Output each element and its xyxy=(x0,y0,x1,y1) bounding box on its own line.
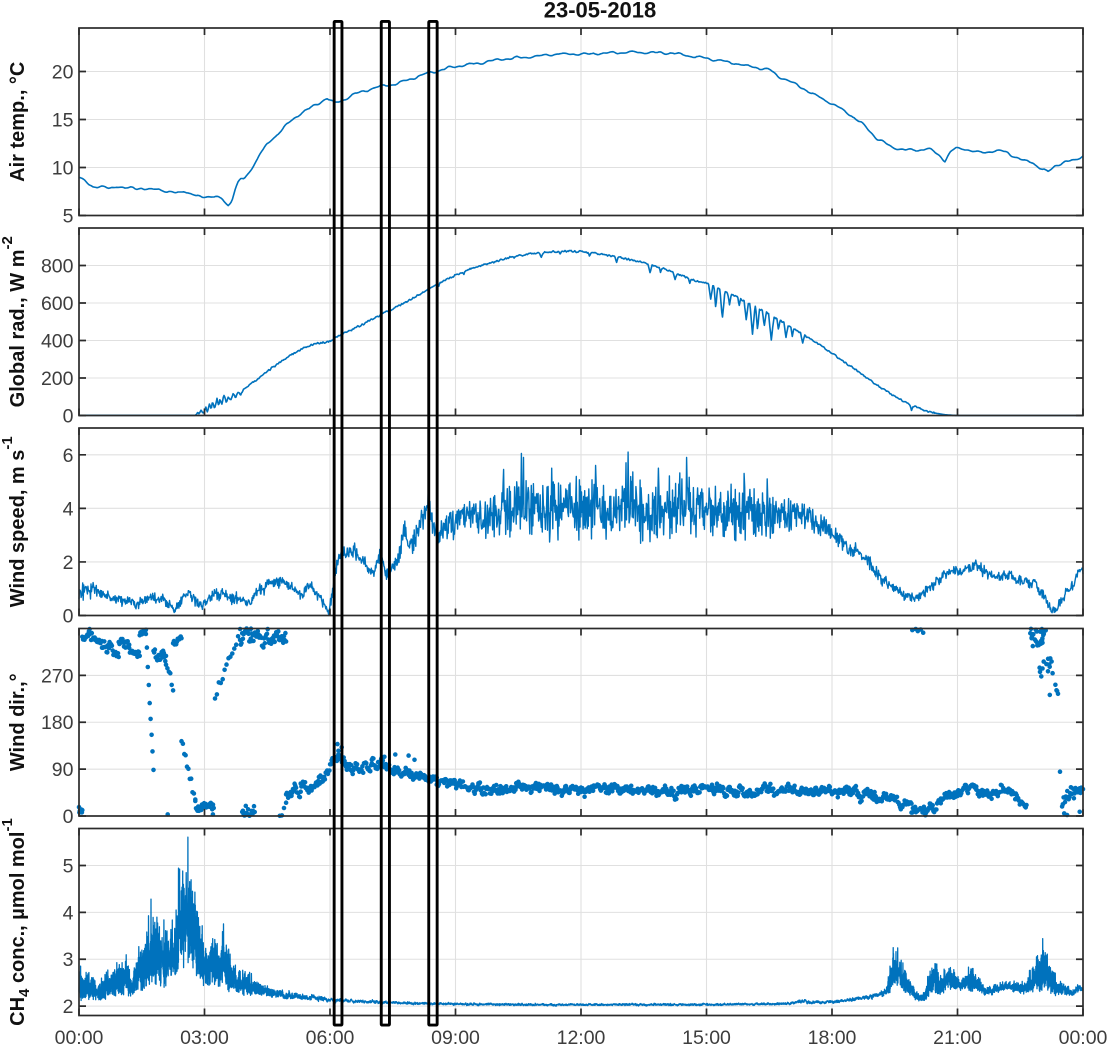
svg-text:6: 6 xyxy=(63,445,74,467)
svg-text:200: 200 xyxy=(41,368,74,390)
svg-text:10: 10 xyxy=(52,158,74,180)
svg-text:5: 5 xyxy=(63,856,74,878)
svg-text:600: 600 xyxy=(41,293,74,315)
svg-text:15: 15 xyxy=(52,110,74,132)
svg-text:23-05-2018: 23-05-2018 xyxy=(544,0,657,23)
svg-text:Air temp., °C: Air temp., °C xyxy=(7,62,29,182)
svg-text:3: 3 xyxy=(63,949,74,971)
svg-text:00:00: 00:00 xyxy=(1059,1027,1108,1047)
svg-text:03:00: 03:00 xyxy=(180,1027,229,1047)
svg-text:09:00: 09:00 xyxy=(431,1027,480,1047)
svg-text:21:00: 21:00 xyxy=(933,1027,982,1047)
svg-text:15:00: 15:00 xyxy=(682,1027,731,1047)
svg-text:18:00: 18:00 xyxy=(808,1027,857,1047)
svg-text:00:00: 00:00 xyxy=(55,1027,104,1047)
svg-text:180: 180 xyxy=(41,712,74,734)
svg-text:4: 4 xyxy=(63,902,74,924)
svg-text:0: 0 xyxy=(63,806,74,828)
svg-text:2: 2 xyxy=(63,996,74,1018)
svg-text:4: 4 xyxy=(63,498,74,520)
svg-text:800: 800 xyxy=(41,256,74,278)
svg-text:Wind dir.,°: Wind dir.,° xyxy=(7,673,29,771)
svg-text:270: 270 xyxy=(41,665,74,687)
svg-text:0: 0 xyxy=(63,406,74,428)
svg-text:90: 90 xyxy=(52,759,74,781)
svg-text:06:00: 06:00 xyxy=(306,1027,355,1047)
svg-text:20: 20 xyxy=(52,62,74,84)
svg-text:2: 2 xyxy=(63,552,74,574)
svg-text:12:00: 12:00 xyxy=(557,1027,606,1047)
svg-text:400: 400 xyxy=(41,331,74,353)
svg-text:0: 0 xyxy=(63,606,74,628)
svg-text:5: 5 xyxy=(63,206,74,228)
